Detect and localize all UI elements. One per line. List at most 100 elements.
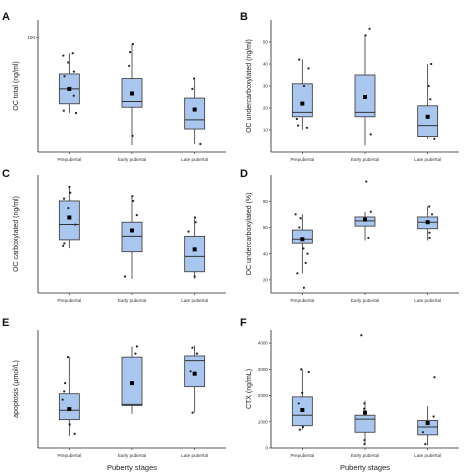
data-point (424, 442, 427, 446)
data-point (128, 51, 132, 54)
box-late-pubertal (417, 376, 439, 446)
data-point (63, 75, 66, 78)
x-tick-label: Late pubertal (414, 298, 441, 303)
box-prepubertal (58, 185, 80, 249)
y-tick-label: 4000 (258, 341, 269, 346)
panel-f: F 0 1000 2000 3000 4000 CTX (ng/mL) Prepubertal… (240, 317, 459, 472)
data-point (301, 391, 304, 395)
y-tick-label: 50 (263, 40, 269, 45)
data-point (63, 382, 67, 385)
y-tick-label: 20 (263, 277, 269, 282)
y-axis-label: apoptosis (µmol/L) (13, 360, 20, 418)
mean-marker (363, 95, 367, 99)
data-point (67, 206, 70, 210)
data-point (302, 286, 305, 289)
data-point (61, 398, 64, 401)
data-point (62, 197, 66, 200)
mean-marker (300, 237, 305, 242)
data-point (191, 87, 194, 90)
x-axis-label: Puberty stages (107, 463, 157, 472)
box-prepubertal (291, 368, 313, 431)
data-point (63, 390, 66, 393)
iqr-box (291, 83, 313, 118)
iqr-box (184, 355, 206, 388)
mean-marker (425, 220, 430, 225)
y-tick-label: 30 (263, 84, 269, 89)
data-point (62, 244, 65, 247)
x-tick-label: Prepubertal (290, 298, 314, 303)
data-point (62, 109, 65, 112)
data-point (191, 411, 194, 414)
box-late-pubertal (184, 216, 206, 279)
data-point (427, 84, 430, 88)
data-point (189, 370, 192, 373)
x-tick-label: Early pubertal (118, 453, 146, 458)
data-point (363, 442, 366, 446)
data-point (365, 180, 368, 183)
data-point (429, 98, 432, 101)
panel-letter: A (2, 11, 10, 23)
data-point (298, 58, 301, 61)
data-point (194, 221, 197, 224)
data-point (123, 275, 127, 278)
data-point (430, 62, 433, 66)
data-point (302, 84, 306, 88)
data-point (187, 230, 190, 233)
data-point (74, 223, 77, 226)
data-point (74, 111, 78, 115)
box-late-pubertal (417, 62, 439, 140)
x-tick-label: Late pubertal (181, 298, 208, 303)
data-point (433, 376, 436, 379)
x-tick-label: Prepubertal (290, 453, 314, 458)
y-tick-label: 40 (263, 62, 269, 67)
box-early-pubertal (354, 27, 376, 146)
data-point (62, 54, 65, 57)
x-tick-label: Early pubertal (351, 453, 379, 458)
data-point (73, 432, 76, 435)
box-early-pubertal (121, 43, 143, 146)
mean-marker (363, 410, 367, 415)
y-axis-label: OC total (ng/ml) (13, 61, 20, 110)
x-tick-label: Early pubertal (118, 298, 146, 303)
x-axis-label: Puberty stages (340, 463, 390, 472)
panel-letter: C (2, 168, 10, 180)
box-late-pubertal (417, 205, 439, 241)
mean-marker (425, 114, 430, 119)
box-prepubertal (291, 58, 313, 130)
data-point (307, 67, 310, 70)
iqr-box (58, 200, 80, 241)
data-point (71, 52, 74, 55)
data-point (369, 133, 372, 136)
y-tick-label: 2000 (258, 393, 269, 398)
data-point (307, 370, 310, 374)
mean-marker (67, 215, 72, 220)
data-point (428, 231, 431, 234)
mean-marker (130, 91, 134, 96)
mean-marker (363, 217, 367, 222)
data-point (193, 216, 197, 219)
data-point (72, 94, 75, 97)
data-point (296, 272, 299, 275)
data-point (131, 134, 134, 138)
data-point (128, 64, 131, 68)
y-tick-label: 3000 (258, 367, 269, 372)
data-point (433, 137, 436, 140)
data-point (363, 402, 366, 405)
box-prepubertal (58, 52, 80, 115)
data-point (368, 27, 371, 30)
data-point (367, 236, 370, 240)
panel-letter: F (240, 317, 247, 329)
mean-marker (130, 381, 134, 386)
data-point (72, 70, 75, 73)
data-point (306, 252, 309, 255)
box-late-pubertal (184, 77, 206, 146)
data-point (131, 43, 135, 46)
y-tick-label: 60 (263, 225, 269, 230)
panel-a: A 100 OC total (ng/ml) Prepubertal Early pub… (2, 11, 226, 162)
y-axis-label: OC carboxylated (ng/ml) (13, 196, 20, 272)
data-point (68, 423, 71, 426)
iqr-box (354, 414, 376, 433)
mean-marker (425, 421, 430, 426)
